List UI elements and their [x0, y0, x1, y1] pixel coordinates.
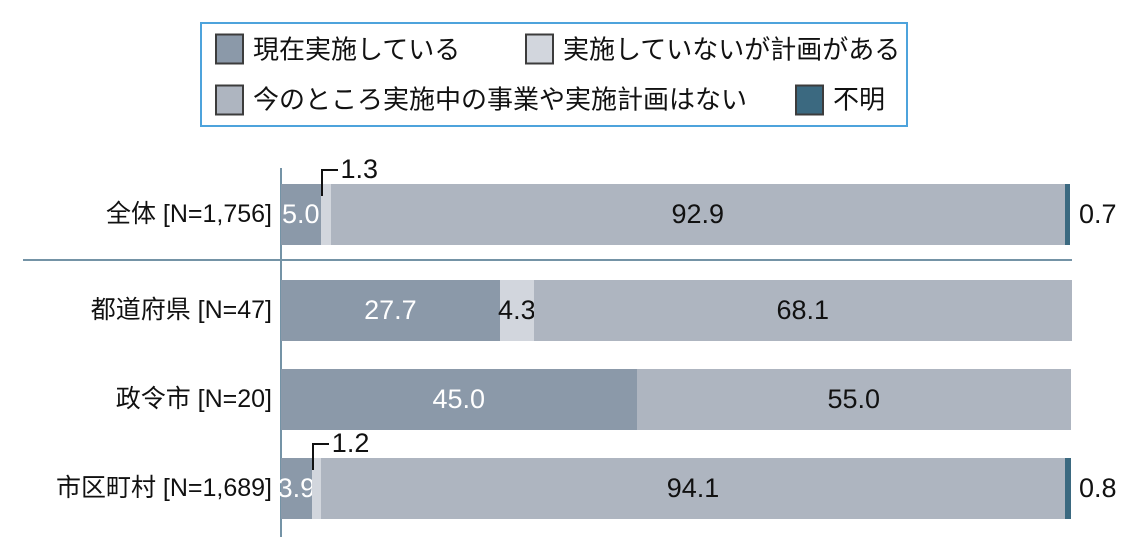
value-label: 27.7: [364, 295, 417, 325]
bar-segment: [499, 280, 534, 341]
legend-item-currently-implementing: 現在実施している: [215, 33, 461, 65]
value-label: 94.1: [666, 473, 720, 503]
bar-segment: [281, 280, 500, 341]
legend-label: 今のところ実施中の事業や実施計画はない: [253, 84, 748, 115]
callout-line: [311, 443, 329, 470]
legend-swatch-planned: [525, 33, 554, 65]
value-label: 92.9: [671, 199, 724, 229]
bar-segment: [321, 458, 1065, 519]
category-label: 都道府県 [N=47]: [90, 296, 272, 324]
bar-segment: [533, 280, 1072, 341]
bar-segment: [330, 184, 1065, 245]
value-label: 45.0: [432, 384, 486, 414]
legend-label: 不明: [833, 84, 886, 115]
legend-item-planned: 実施していないが計画がある: [525, 33, 901, 65]
legend-label: 現在実施している: [253, 34, 461, 65]
total-separator-line: [23, 259, 1072, 261]
legend-swatch-no-plan: [215, 84, 244, 116]
bar-segment: [1064, 458, 1071, 519]
category-label: 政令市 [N=20]: [115, 385, 272, 413]
legend-label: 実施していないが計画がある: [563, 34, 901, 65]
y-axis-line: [280, 168, 282, 537]
category-label: 全体 [N=1,756]: [105, 200, 272, 228]
legend-item-no-plan: 今のところ実施中の事業や実施計画はない: [215, 84, 748, 116]
bar-segment: [281, 184, 321, 245]
legend-row-1: 現在実施している 実施していないが計画がある: [202, 24, 906, 75]
value-label: 5.0: [281, 199, 320, 229]
legend-swatch-currently-implementing: [215, 33, 244, 65]
bar-segment: [320, 184, 331, 245]
legend-row-2: 今のところ実施中の事業や実施計画はない 不明: [202, 75, 906, 126]
bar-segment: [281, 369, 637, 430]
category-label: 市区町村 [N=1,689]: [55, 474, 272, 502]
callout-line: [320, 169, 338, 196]
value-label: 0.8: [1079, 473, 1117, 503]
legend-item-unknown: 不明: [795, 84, 886, 116]
value-label: 55.0: [827, 384, 881, 414]
value-label: 3.9: [277, 473, 316, 503]
callout-value-label: 1.3: [340, 154, 379, 184]
value-label: 4.3: [498, 295, 536, 325]
legend-box: 現在実施している 実施していないが計画がある 今のところ実施中の事業や実施計画は…: [200, 22, 908, 127]
bar-segment: [281, 458, 312, 519]
legend-swatch-unknown: [795, 84, 824, 116]
bar-segment: [311, 458, 322, 519]
value-label: 0.7: [1079, 199, 1117, 229]
bar-segment: [1064, 184, 1071, 245]
value-label: 68.1: [776, 295, 830, 325]
bar-segment: [636, 369, 1071, 430]
callout-value-label: 1.2: [331, 428, 370, 458]
